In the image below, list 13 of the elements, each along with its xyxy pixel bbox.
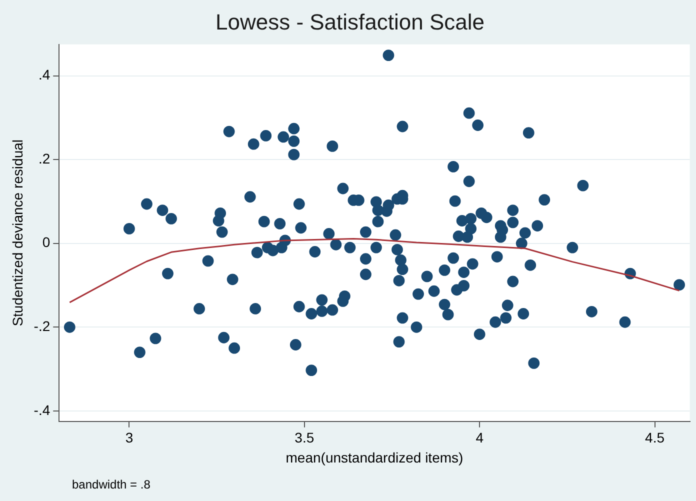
y-tick-label: .2 <box>38 150 50 166</box>
x-tick-label: 4.5 <box>645 430 665 446</box>
x-tick-label: 3.5 <box>294 430 314 446</box>
y-axis-title: Studentized deviance residual <box>9 140 26 326</box>
y-tick-label: -.4 <box>34 402 50 418</box>
y-tick-label: -.2 <box>34 318 50 334</box>
x-tick-label: 4 <box>476 430 484 446</box>
text: bandwidth = .8 <box>72 477 151 492</box>
x-tick-label: 3 <box>125 430 134 446</box>
x-axis-title: mean(unstandardized items) <box>286 449 464 466</box>
chart-title: Lowess - Satisfaction Scale <box>215 9 485 34</box>
y-tick-label: .4 <box>38 66 50 83</box>
y-tick-label: 0 <box>42 234 50 250</box>
